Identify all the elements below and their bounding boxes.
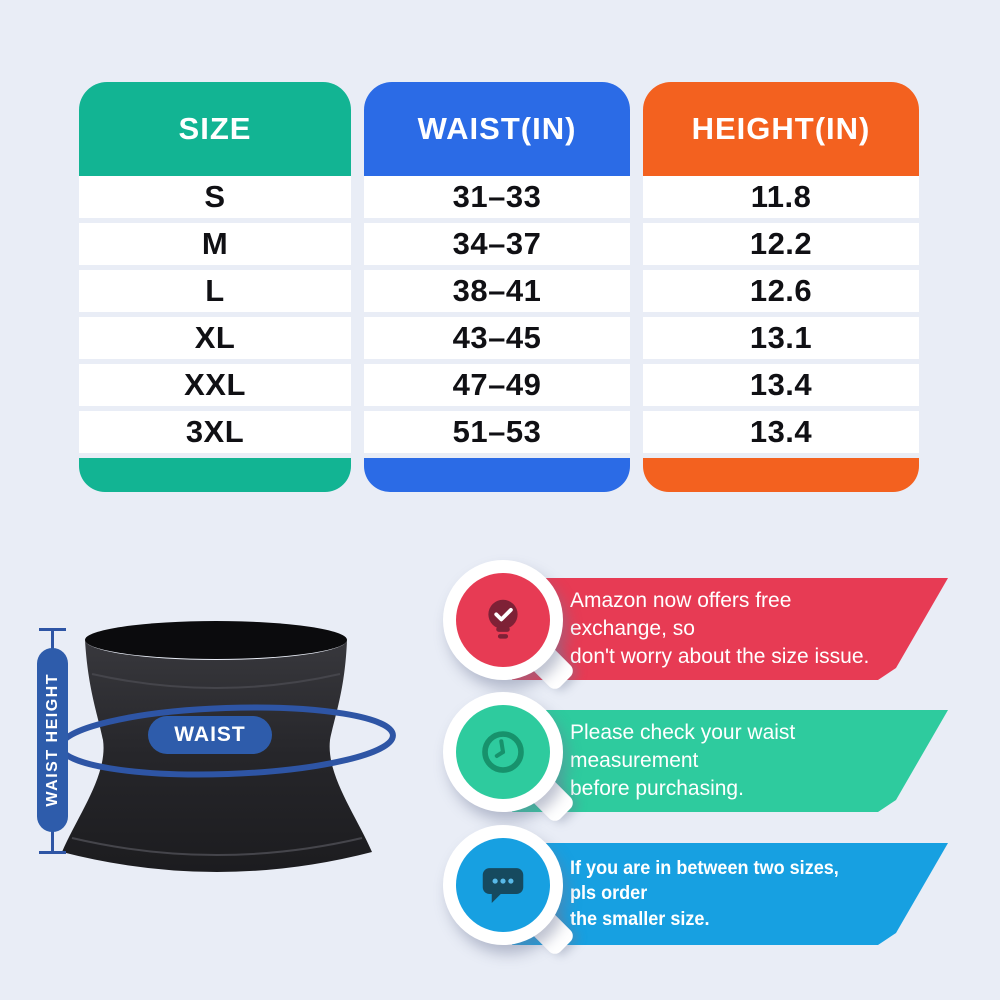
magnifier-circle [443,560,563,680]
height-cell: 11.8 [643,176,919,218]
column-header-size: SIZE [79,82,351,176]
chat-dots-icon [482,868,524,903]
callout-check-measurement: Please check your waist measurement befo… [443,692,948,860]
waist-cell: 47–49 [364,364,630,406]
magnifier-circle [443,825,563,945]
waist-height-pill: WAIST HEIGHT [37,648,68,832]
waist-cell: 31–33 [364,176,630,218]
column-header-waist: WAIST(IN) [364,82,630,176]
size-cell: XXL [79,364,351,406]
waist-label: WAIST [174,723,246,746]
height-cell: 13.1 [643,317,919,359]
callout-banner: Amazon now offers free exchange, so don'… [512,578,948,680]
size-cell: 3XL [79,411,351,453]
column-footer-waist [364,458,630,492]
waist-height-label: WAIST HEIGHT [43,673,61,807]
size-column: SIZE S M L XL XXL 3XL [79,82,351,492]
column-header-height: HEIGHT(IN) [643,82,919,176]
waist-height-ruler: WAIST HEIGHT [30,618,76,862]
waist-cell: 51–53 [364,411,630,453]
waist-label-pill: WAIST [148,716,272,754]
height-column: HEIGHT(IN) 11.8 12.2 12.6 13.1 13.4 13.4 [643,82,919,492]
size-cell: M [79,223,351,265]
callout-text: Amazon now offers free exchange, so don'… [570,589,870,668]
size-cell: L [79,270,351,312]
callout-banner: If you are in between two sizes, pls ord… [512,843,948,945]
waist-column: WAIST(IN) 31–33 34–37 38–41 43–45 47–49 … [364,82,630,492]
size-cell: S [79,176,351,218]
callout-text: Please check your waist measurement befo… [570,721,796,800]
column-footer-size [79,458,351,492]
magnifier-circle [443,692,563,812]
lightbulb-check-icon [488,599,518,639]
callout-text: If you are in between two sizes, pls ord… [570,858,839,930]
waist-trainer-illustration [62,621,372,872]
waist-cell: 34–37 [364,223,630,265]
waist-cell: 43–45 [364,317,630,359]
size-table: SIZE S M L XL XXL 3XL WAIST(IN) 31–33 34… [79,82,920,492]
clock-icon [482,731,524,773]
callout-banner: Please check your waist measurement befo… [512,710,948,812]
waist-cell: 38–41 [364,270,630,312]
column-footer-height [643,458,919,492]
height-cell: 13.4 [643,411,919,453]
callout-free-exchange: Amazon now offers free exchange, so don'… [443,560,948,728]
height-cell: 12.2 [643,223,919,265]
ruler-cap-top [39,628,66,631]
height-cell: 13.4 [643,364,919,406]
callout-between-sizes: If you are in between two sizes, pls ord… [443,825,948,993]
height-cell: 12.6 [643,270,919,312]
ruler-cap-bottom [39,851,66,854]
size-cell: XL [79,317,351,359]
